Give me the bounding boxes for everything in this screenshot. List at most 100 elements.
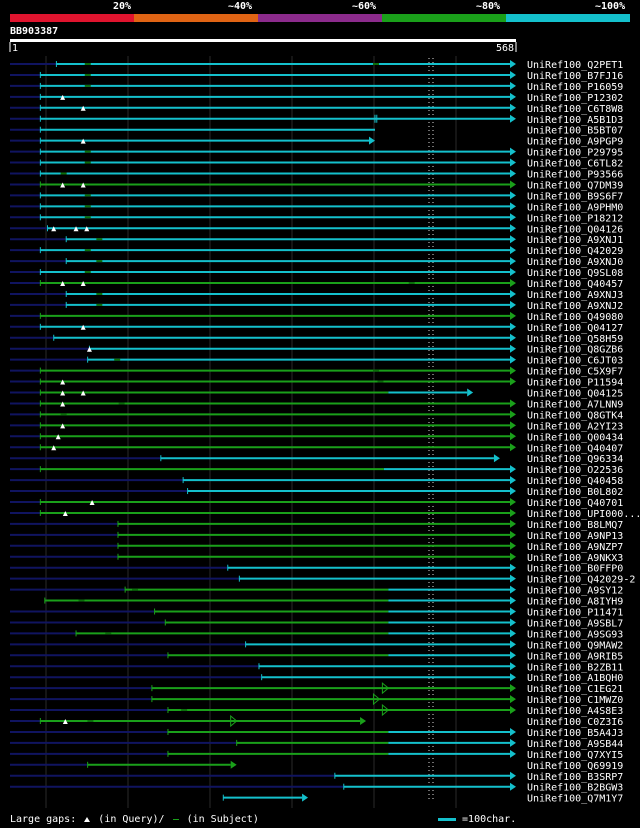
query-gap	[60, 182, 66, 188]
hit-label: UniRef100_Q58H59	[527, 334, 623, 345]
hit-end-arrow	[510, 224, 516, 233]
legend-segment-100	[506, 14, 630, 22]
hit-label: UniRef100_B3SRP7	[527, 772, 623, 783]
query-gap	[60, 401, 66, 407]
bar-scale-label: =100char.	[462, 814, 517, 825]
hit-label: UniRef100_A9NP13	[527, 531, 623, 542]
footer-in-query-label: (in Query)/	[98, 814, 165, 825]
hit-end-arrow	[510, 541, 516, 550]
hit-label: UniRef100_Q8GTK4	[527, 410, 623, 421]
hit-label: UniRef100_P29795	[527, 148, 623, 159]
hit-end-arrow	[510, 169, 516, 178]
hit-label: UniRef100_P93566	[527, 170, 623, 181]
hit-label: UniRef100_A9NKX3	[527, 553, 623, 564]
hit-label: UniRef100_Q42029	[527, 246, 623, 257]
hit-end-arrow	[510, 574, 516, 583]
hit-label: UniRef100_B5BT07	[527, 126, 623, 137]
hit-end-arrow	[510, 279, 516, 287]
hit-label: UniRef100_C6JT03	[527, 356, 623, 367]
hit-label: UniRef100_A9XNJ3	[527, 290, 623, 301]
legend-labels: 20% ~40% ~60% ~80% ~100%	[10, 1, 630, 13]
query-gap	[80, 281, 86, 286]
hit-end-arrow	[510, 70, 516, 79]
hit-end-arrow	[510, 443, 516, 452]
hit-end-arrow	[510, 695, 516, 704]
hit-label: UniRef100_Q7DM39	[527, 180, 623, 191]
query-gap	[55, 434, 61, 440]
query-id: BB903387	[10, 26, 59, 37]
hit-label: UniRef100_A8IYH9	[527, 597, 623, 608]
hit-end-arrow	[510, 706, 516, 715]
hit-label: UniRef100_B2ZB11	[527, 662, 623, 673]
hit-label: UniRef100_Q96334	[527, 454, 623, 465]
hit-label: UniRef100_B5A4J3	[527, 728, 623, 739]
hit-end-arrow	[510, 607, 516, 616]
hit-end-arrow	[510, 749, 516, 758]
hit-label: UniRef100_C6T8W8	[527, 104, 623, 115]
subject-gap-icon	[172, 818, 179, 820]
hit-end-arrow	[510, 640, 516, 649]
hit-end-arrow	[510, 629, 516, 638]
hit-end-arrow	[510, 771, 516, 780]
hit-label: UniRef100_Q00434	[527, 432, 623, 443]
hit-end-arrow	[510, 311, 516, 320]
legend-label-80: ~80%	[476, 1, 501, 12]
query-gap	[62, 719, 68, 724]
query-gap	[62, 510, 68, 516]
query-gap	[80, 138, 86, 144]
bar-scale: =100char.	[438, 814, 516, 825]
hit-label: UniRef100_A9SY12	[527, 586, 623, 597]
hit-end-arrow	[510, 322, 516, 331]
hit-label: UniRef100_C1MWZ0	[527, 695, 623, 706]
hit-label: UniRef100_B9S6F7	[527, 191, 623, 202]
legend-segment-60	[258, 14, 382, 22]
query-gap	[60, 94, 66, 100]
hit-label: UniRef100_A9XNJ2	[527, 301, 623, 312]
query-gap	[60, 379, 66, 385]
query-gap	[80, 182, 86, 188]
hit-label: UniRef100_Q42029-2	[527, 575, 635, 586]
hit-end-arrow	[510, 191, 516, 200]
legend-label-100: ~100%	[595, 1, 626, 12]
hit-end-arrow	[510, 651, 516, 660]
hit-label: UniRef100_B0L802	[527, 487, 623, 498]
hit-label: UniRef100_C5X9F7	[527, 367, 623, 378]
hit-label: UniRef100_Q49080	[527, 312, 623, 323]
hit-label: UniRef100_Q04127	[527, 323, 623, 334]
query-gap	[86, 346, 92, 352]
hit-label: UniRef100_A9PGP9	[527, 137, 623, 148]
hit-end-arrow	[510, 552, 516, 561]
hit-end-arrow	[510, 585, 516, 594]
footer-large-gaps-label: Large gaps:	[10, 814, 77, 825]
hit-label: UniRef100_C6TL82	[527, 159, 623, 170]
hit-label: UniRef100_A9XNJ0	[527, 257, 623, 268]
hit-end-arrow	[510, 377, 516, 386]
hit-label: UniRef100_P12302	[527, 93, 623, 104]
hit-label: UniRef100_P11594	[527, 378, 623, 389]
hit-label: UniRef100_Q40407	[527, 443, 623, 454]
hit-label: UniRef100_B7FJ16	[527, 71, 623, 82]
hit-end-arrow	[510, 289, 516, 298]
hit-end-arrow	[510, 158, 516, 167]
hit-label: UniRef100_Q9MAW2	[527, 640, 623, 651]
hit-end-arrow	[510, 421, 516, 430]
hit-end-arrow	[360, 717, 367, 725]
hit-label: UniRef100_A9SB44	[527, 739, 623, 750]
legend-segment-40	[134, 14, 258, 22]
hit-end-arrow	[510, 103, 516, 112]
hit-label: UniRef100_Q7XYI5	[527, 750, 623, 761]
hit-end-arrow	[510, 487, 516, 496]
hit-label: UniRef100_B8LMQ7	[527, 520, 623, 531]
hit-end-arrow	[510, 727, 516, 736]
hit-end-arrow	[510, 519, 516, 528]
hit-label: UniRef100_B0FFP0	[527, 564, 623, 575]
query-gap	[60, 423, 66, 429]
hit-label: UniRef100_P18212	[527, 213, 623, 224]
hit-end-arrow	[510, 399, 516, 408]
hit-end-arrow	[510, 246, 516, 255]
hit-end-arrow	[510, 180, 516, 189]
query-gap	[80, 324, 86, 330]
hit-end-arrow	[368, 136, 375, 145]
hit-end-arrow	[510, 432, 516, 441]
